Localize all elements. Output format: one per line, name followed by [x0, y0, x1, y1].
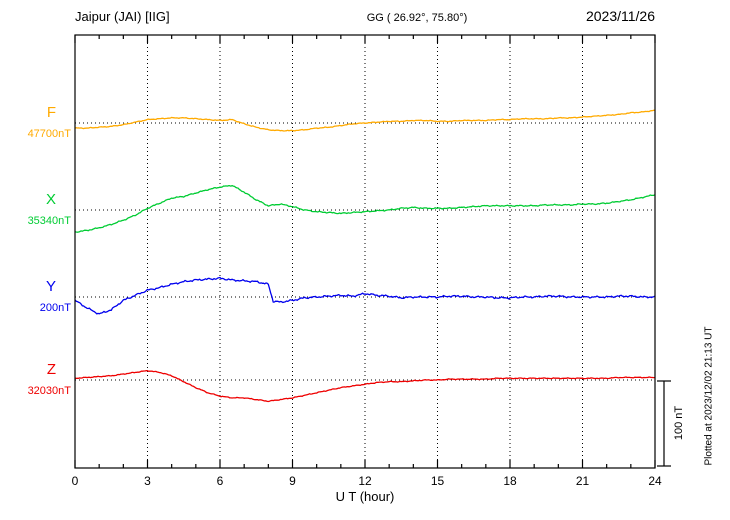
x-tick-label: 24 [648, 474, 662, 488]
station-title: Jaipur (JAI) [IIG] [75, 9, 170, 24]
x-tick-label: 15 [430, 474, 445, 488]
series-Z-label: Z [46, 361, 56, 378]
series-Z-baseline-value: 32030nT [27, 385, 71, 397]
series-Z-trace [74, 369, 656, 403]
series-F-baseline-value: 47700nT [27, 128, 71, 140]
geographic-coords: GG ( 26.92°, 75.80°) [366, 12, 468, 24]
series-X-label: X [45, 191, 56, 208]
series-X-trace [74, 184, 656, 233]
x-tick-label: 6 [216, 474, 224, 488]
plot-date: 2023/11/26 [585, 8, 655, 24]
x-tick-label: 21 [575, 474, 590, 488]
x-tick-label: 12 [358, 474, 372, 488]
series-Y-baseline-value: 200nT [39, 302, 71, 314]
x-tick-label: 18 [503, 474, 517, 488]
series-F-trace [74, 109, 656, 132]
x-tick-label: 9 [289, 474, 296, 488]
series-Y-trace [74, 276, 656, 315]
series-X-baseline-value: 35340nT [27, 215, 71, 227]
series-Y-label: Y [45, 278, 56, 295]
x-tick-label: 0 [71, 474, 79, 488]
series-F-label: F [46, 104, 56, 121]
plotted-at-note: Plotted at 2023/12/02 21:13 UT [703, 326, 715, 466]
scale-bar-label: 100 nT [673, 405, 685, 441]
x-axis-label: U T (hour) [335, 489, 395, 504]
x-tick-label: 3 [144, 474, 151, 488]
